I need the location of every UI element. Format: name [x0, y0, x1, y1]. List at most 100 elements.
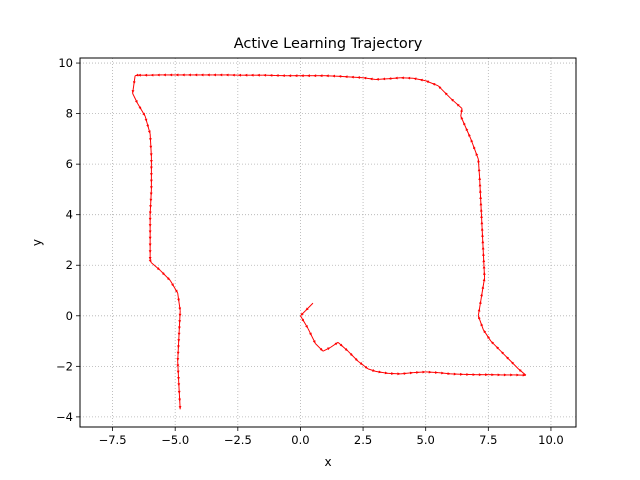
trajectory-arrowhead: [287, 74, 292, 78]
trajectory-arrowhead: [479, 208, 483, 212]
trajectory-arrowhead: [431, 83, 436, 86]
trajectory-arrowhead: [406, 76, 411, 80]
trajectory-arrowhead: [364, 365, 369, 369]
trajectory-arrowhead: [178, 406, 182, 410]
trajectory-arrowhead: [349, 352, 354, 357]
trajectory-arrowhead: [475, 152, 479, 156]
trajectory-segment: [480, 277, 486, 301]
trajectory-arrowhead: [428, 370, 432, 374]
trajectory-arrowhead: [177, 345, 180, 349]
trajectory-arrowhead: [149, 205, 153, 209]
trajectory-arrowhead: [206, 73, 210, 77]
trajectory-arrowhead: [425, 80, 430, 84]
trajectory-arrowhead: [178, 398, 182, 402]
trajectory-arrowhead: [510, 373, 514, 377]
trajectory-arrowhead: [149, 198, 153, 203]
trajectory-arrowhead: [312, 340, 316, 344]
trajectory-arrowhead: [148, 138, 152, 142]
trajectory-arrowhead: [148, 211, 152, 215]
trajectory-arrowhead: [148, 224, 152, 228]
x-axis: −7.5 −5.0 −2.5 0.0 2.5 5.0 7.5 10.0: [99, 427, 564, 447]
trajectory-arrowhead: [177, 298, 180, 302]
trajectory-arrowhead: [219, 73, 223, 77]
trajectory-arrowhead: [171, 283, 174, 287]
trajectory-arrowhead: [301, 318, 305, 323]
trajectory-arrowhead: [148, 236, 152, 240]
trajectory-arrowhead: [413, 77, 417, 81]
plot-frame: [79, 57, 577, 428]
trajectory-arrowhead: [479, 202, 483, 206]
trajectory-arrowhead: [177, 383, 181, 387]
trajectory-arrowhead: [131, 90, 135, 94]
trajectory-arrowhead: [334, 342, 339, 346]
trajectory-arrowhead: [319, 74, 323, 78]
trajectory-arrowhead: [483, 271, 486, 275]
x-axis-label: x: [324, 455, 331, 469]
trajectory-arrowhead: [149, 153, 153, 157]
trajectory-arrowhead: [331, 74, 336, 78]
trajectory-arrowhead: [480, 322, 484, 327]
trajectory-arrowhead: [447, 372, 451, 375]
trajectory-arrowhead: [394, 76, 398, 80]
trajectory-arrowhead: [168, 73, 173, 77]
trajectory-arrowhead: [142, 112, 146, 117]
trajectory-arrowhead: [465, 127, 469, 131]
trajectory-arrowhead: [450, 98, 455, 102]
y-tick-label: −4: [56, 410, 73, 424]
trajectory-arrowhead: [381, 77, 386, 81]
trajectory-arrowhead: [378, 370, 382, 374]
trajectory-arrowhead: [178, 307, 182, 311]
series-layer: [131, 73, 527, 410]
trajectory-arrowhead: [478, 373, 483, 377]
trajectory-arrowhead: [403, 372, 407, 376]
trajectory-arrowhead: [460, 116, 464, 120]
trajectory-arrowhead: [312, 74, 317, 78]
trajectory-arrowhead: [177, 390, 181, 395]
trajectory-arrowhead: [149, 179, 153, 183]
trajectory-arrowhead: [477, 308, 481, 312]
trajectory-arrowhead: [490, 341, 495, 345]
trajectory-arrowhead: [166, 277, 171, 281]
x-tick-label: −7.5: [99, 433, 127, 447]
trajectory-arrowhead: [225, 73, 229, 77]
trajectory-arrowhead: [375, 77, 379, 81]
trajectory-arrowhead: [487, 335, 491, 339]
trajectory-arrowhead: [176, 364, 180, 368]
trajectory-arrowhead: [175, 73, 179, 77]
trajectory-arrowhead: [339, 343, 344, 347]
trajectory-arrowhead: [510, 361, 515, 365]
trajectory-arrowhead: [148, 256, 152, 261]
trajectory-arrowhead: [495, 346, 500, 350]
trajectory-arrowhead: [137, 73, 141, 77]
trajectory-arrowhead: [480, 293, 483, 297]
trajectory-arrowhead: [149, 173, 153, 177]
trajectory-arrowhead: [275, 74, 279, 77]
trajectory-arrowhead: [356, 76, 361, 79]
trajectory-arrowhead: [269, 73, 273, 77]
x-tick-label: 5.0: [417, 433, 435, 447]
trajectory-arrowhead: [148, 243, 152, 247]
trajectory-arrowhead: [176, 351, 180, 355]
trajectory-arrowhead: [178, 320, 182, 324]
y-axis-label: y: [30, 239, 44, 246]
trajectory-arrowhead: [397, 372, 401, 376]
trajectory-arrowhead: [482, 277, 486, 282]
trajectory-arrowhead: [350, 75, 354, 79]
trajectory-arrowhead: [294, 74, 298, 78]
trajectory-arrowhead: [143, 73, 148, 77]
trajectory-arrowhead: [300, 74, 304, 78]
trajectory-arrowhead: [480, 227, 484, 231]
trajectory-arrowhead: [176, 370, 180, 374]
trajectory-arrowhead: [478, 300, 482, 305]
trajectory-segment: [149, 133, 152, 157]
trajectory-arrowhead: [478, 315, 481, 320]
x-tick-label: 10.0: [538, 433, 564, 447]
trajectory-arrowhead: [148, 259, 152, 263]
trajectory-arrowhead: [149, 159, 153, 164]
trajectory-arrowhead: [262, 73, 267, 77]
trajectory-arrowhead: [482, 252, 485, 256]
trajectory-arrowhead: [400, 76, 404, 80]
trajectory-arrowhead: [434, 371, 439, 374]
